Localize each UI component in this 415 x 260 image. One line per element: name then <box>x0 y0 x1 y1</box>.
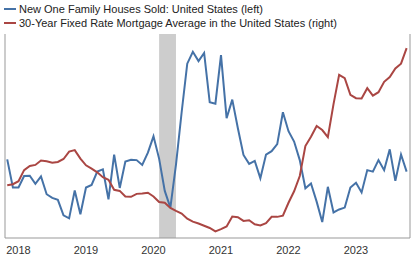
svg-text:2021: 2021 <box>209 244 233 256</box>
html-text:New One Family Houses Sold: Un: New One Family Houses Sold: United State… <box>19 3 263 15</box>
svg-text:2019: 2019 <box>74 244 98 256</box>
svg-text:2023: 2023 <box>344 244 368 256</box>
svg-text:2022: 2022 <box>276 244 300 256</box>
svg-text:2020: 2020 <box>141 244 165 256</box>
svg-text:2018: 2018 <box>8 244 31 256</box>
html-text:30-Year Fixed Rate Mortgage Av: 30-Year Fixed Rate Mortgage Average in t… <box>19 17 337 29</box>
